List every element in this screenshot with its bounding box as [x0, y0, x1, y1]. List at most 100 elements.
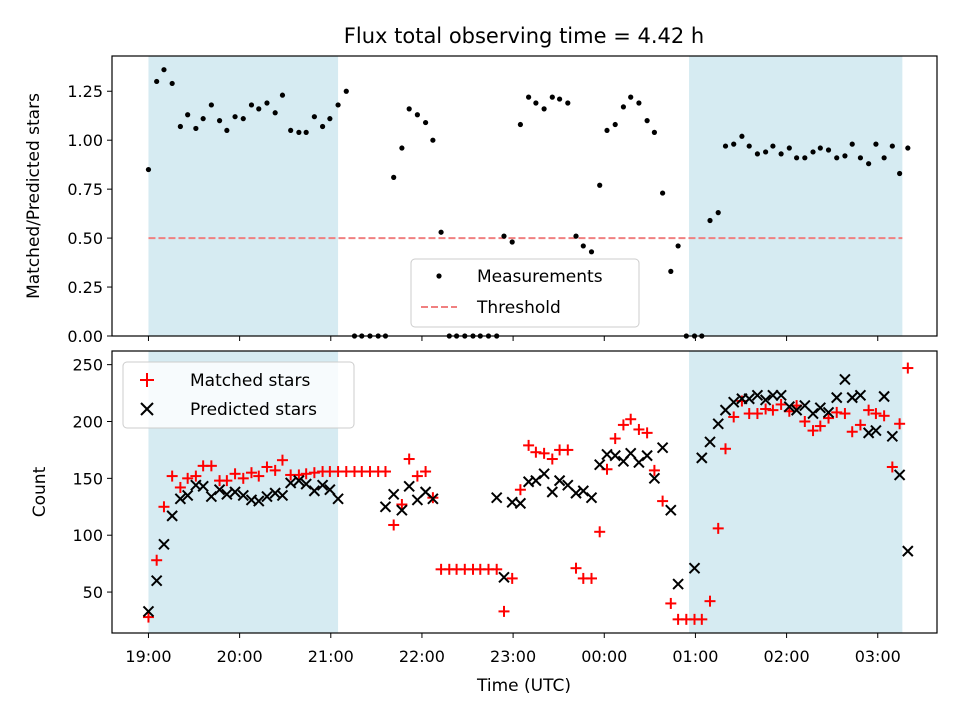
top-y-axis: 0.00 0.25 0.50 0.75 1.00 1.25: [67, 82, 112, 346]
x-tick-label: 21:00: [308, 647, 354, 666]
y-tick-label: 0.25: [67, 278, 103, 297]
x-tick-label: 02:00: [764, 647, 810, 666]
y-tick-label: 0.75: [67, 180, 103, 199]
matched-star-point: [617, 419, 629, 431]
matched-star-point: [870, 408, 882, 420]
measurement-point: [145, 166, 152, 173]
predicted-star-point: [831, 391, 843, 404]
x-tick-label: 01:00: [672, 647, 718, 666]
measurement-point: [288, 127, 294, 134]
matched-star-point: [190, 470, 202, 482]
measurement-point: [889, 143, 895, 149]
measurement-point: [881, 155, 887, 161]
predicted-star-point: [316, 479, 329, 491]
measurement-point: [319, 123, 326, 130]
predicted-star-point: [142, 605, 155, 618]
legend-threshold-label: Threshold: [476, 298, 561, 318]
predicted-star-point: [261, 490, 273, 503]
shaded-region: [689, 56, 903, 336]
matched-star-point: [166, 470, 178, 482]
matched-star-point: [586, 572, 598, 584]
measurement-point: [802, 155, 808, 161]
measurement-point: [509, 239, 515, 245]
measurement-point: [897, 170, 903, 177]
y-tick-label: 50: [83, 583, 103, 602]
predicted-star-point: [284, 477, 297, 489]
measurement-point: [715, 210, 721, 216]
predicted-star-point: [396, 504, 408, 516]
x-axis-label: Time (UTC): [476, 676, 571, 696]
top-y-axis-label: Matched/Predicted stars: [24, 93, 44, 299]
legend-measurements-marker: [436, 273, 442, 279]
predicted-star-point: [553, 474, 566, 487]
predicted-star-point: [878, 390, 890, 403]
measurement-point: [573, 233, 579, 239]
matched-star-point: [142, 611, 154, 623]
predicted-star-point: [197, 480, 209, 493]
measurement-point: [335, 102, 341, 108]
bottom-x-axis: 19:00 20:00 21:00 22:00 23:00 00:00 01:00 02:00…: [125, 633, 901, 666]
predicted-star-point: [862, 427, 875, 439]
matched-star-point: [300, 468, 312, 480]
measurement-point: [303, 129, 309, 135]
predicted-star-point: [751, 389, 764, 402]
matched-star-point: [657, 495, 669, 507]
predicted-star-point: [902, 545, 914, 557]
measurement-point: [185, 112, 191, 118]
predicted-star-point: [728, 396, 740, 408]
matched-star-point: [261, 461, 273, 473]
matched-star-point: [245, 467, 257, 479]
measurement-point: [857, 155, 864, 161]
matched-star-point: [308, 467, 320, 479]
measurement-point: [264, 100, 270, 106]
measurement-point: [770, 143, 776, 149]
matched-star-point: [269, 464, 281, 476]
predicted-star-point: [688, 562, 701, 574]
y-tick-label: 200: [72, 413, 103, 432]
predicted-star-point: [308, 485, 321, 497]
matched-star-point: [799, 416, 811, 427]
measurement-point: [842, 153, 848, 159]
measurement-point: [794, 155, 800, 161]
predicted-star-point: [807, 407, 819, 420]
measurement-point: [541, 106, 547, 112]
matched-star-point: [760, 403, 772, 415]
matched-star-point: [379, 466, 391, 478]
predicted-star-point: [648, 472, 661, 485]
measurement-point: [343, 88, 349, 94]
predicted-star-point: [712, 418, 724, 430]
measurement-point: [272, 110, 278, 116]
matched-star-point: [712, 522, 724, 534]
matched-star-point: [514, 484, 526, 496]
legend-matched-label: Matched stars: [190, 371, 310, 391]
matched-star-point: [839, 408, 851, 420]
measurement-point: [430, 137, 436, 143]
measurement-point: [161, 67, 167, 73]
measurement-point: [533, 100, 539, 106]
matched-star-point: [807, 425, 819, 437]
predicted-star-point: [870, 424, 882, 437]
matched-star-point: [886, 461, 898, 473]
y-tick-label: 150: [72, 469, 103, 488]
measurement-point: [612, 121, 618, 128]
matched-star-point: [530, 446, 542, 458]
predicted-star-point: [704, 436, 716, 448]
predicted-star-point: [490, 491, 503, 504]
predicted-star-point: [609, 449, 621, 462]
measurement-point: [810, 149, 816, 155]
bottom-panel: 50 100 150 200 250 19:00 20:00 21:00 22:00 23:00…: [30, 350, 938, 696]
predicted-star-point: [641, 449, 653, 462]
measurement-point: [739, 133, 745, 139]
matched-star-point: [221, 475, 233, 487]
y-tick-label: 100: [72, 526, 103, 545]
predicted-star-point: [783, 401, 796, 413]
matched-star-point: [562, 444, 574, 456]
x-tick-label: 00:00: [581, 647, 627, 666]
measurement-point: [414, 112, 420, 118]
measurement-point: [849, 141, 855, 147]
matched-star-point: [878, 410, 890, 422]
predicted-star-point: [822, 406, 835, 419]
measurement-point: [731, 141, 737, 147]
predicted-star-point: [514, 497, 527, 510]
matched-star-point: [403, 453, 415, 465]
